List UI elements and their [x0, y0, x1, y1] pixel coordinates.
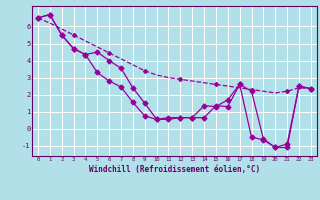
X-axis label: Windchill (Refroidissement éolien,°C): Windchill (Refroidissement éolien,°C) [89, 165, 260, 174]
